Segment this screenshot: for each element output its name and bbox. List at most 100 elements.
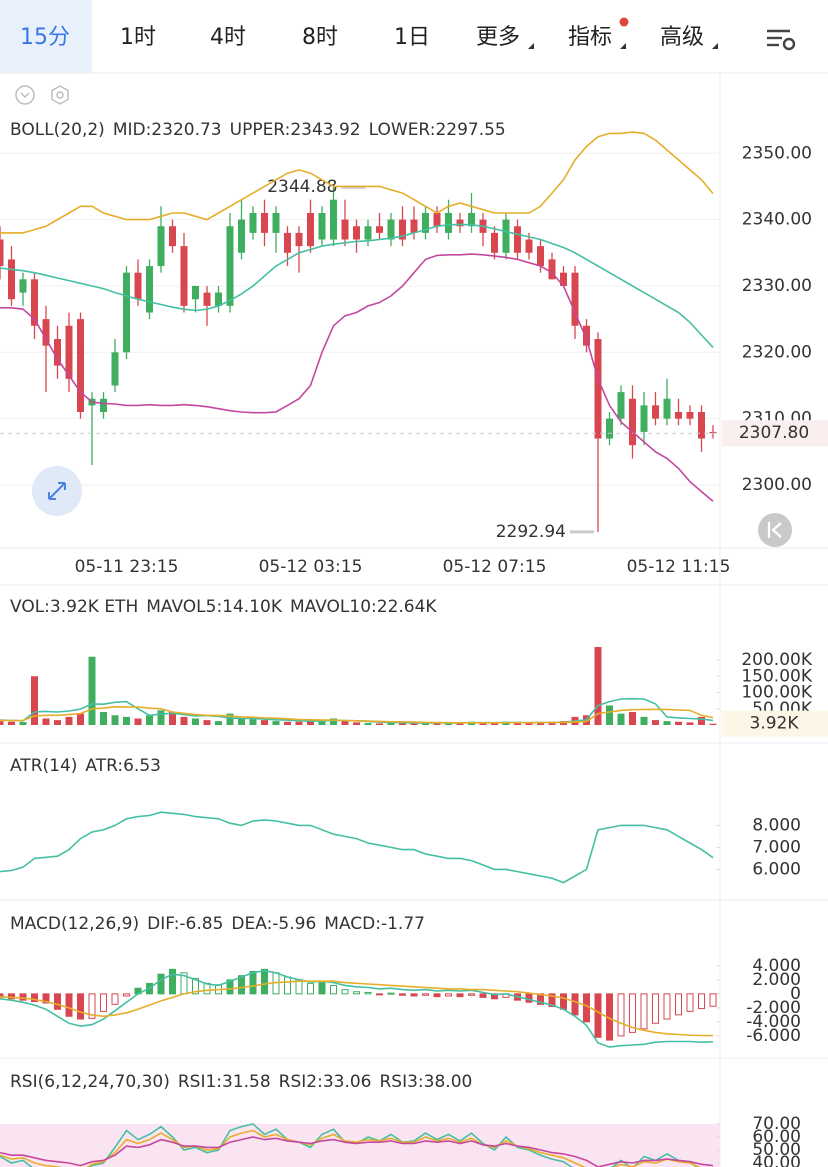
collapse-icon-chevron: [20, 92, 30, 98]
volume-bar: [19, 722, 27, 725]
settings-icon[interactable]: [767, 29, 796, 51]
macd-bar: [226, 979, 234, 995]
volume-bar: [295, 721, 303, 725]
rsi-band: [0, 1124, 720, 1167]
candle-body: [698, 412, 705, 439]
y-tick-label: 60.00: [752, 1127, 801, 1147]
macd-bar: [376, 993, 383, 996]
macd-bar: [77, 993, 84, 1020]
x-tick-label: 05-11 23:15: [75, 557, 179, 577]
y-tick-label: 2330.00: [742, 276, 812, 296]
indicator-line: [0, 980, 714, 1037]
tab[interactable]: 1时: [120, 25, 156, 50]
macd-bar: [111, 993, 119, 1005]
candle-body: [215, 292, 222, 306]
tab[interactable]: 高级: [660, 25, 704, 50]
volume-bar: [157, 710, 165, 725]
macd-bar: [238, 975, 245, 995]
macd-bar: [100, 993, 107, 1012]
legend-text: ATR(14): [10, 756, 77, 776]
macd-bar: [652, 993, 659, 1024]
legend-text: DEA:-5.96: [231, 914, 316, 934]
candle-body: [686, 412, 694, 419]
y-tick-label: 100.00K: [741, 683, 812, 703]
y-tick-label: 2.000: [752, 970, 801, 990]
candle-body: [341, 219, 349, 240]
candle-body: [192, 285, 199, 300]
min-label: 2292.94: [496, 522, 566, 542]
macd-bar: [629, 993, 636, 1033]
volume-bar: [341, 721, 349, 725]
legend-text: ATR:6.53: [85, 756, 161, 776]
candle-body: [491, 232, 498, 253]
candle-body: [594, 339, 602, 439]
tab[interactable]: 4时: [210, 25, 246, 50]
candle-body: [134, 272, 142, 300]
candle-body: [295, 232, 303, 247]
y-tick-label: 2340.00: [742, 210, 812, 230]
volume-bar: [353, 722, 360, 725]
macd-bar: [594, 993, 602, 1038]
macd-bar: [8, 993, 15, 1000]
candle-body: [42, 319, 50, 346]
candle-body: [652, 405, 659, 419]
volume-bar: [445, 722, 452, 725]
volume-bar: [387, 722, 395, 725]
legend-text: MAVOL10:22.64K: [290, 597, 437, 617]
collapse-icon[interactable]: [15, 85, 35, 105]
volume-bar: [146, 715, 153, 725]
candle-body: [387, 219, 395, 240]
tab[interactable]: 指标: [568, 25, 612, 50]
candle-body: [261, 212, 268, 233]
candle-body: [399, 219, 406, 240]
volume-bar: [0, 721, 4, 725]
volume-bar: [42, 718, 50, 725]
macd-bar: [663, 993, 671, 1020]
tab[interactable]: 8时: [302, 25, 338, 50]
volume-bar: [410, 723, 418, 725]
tab[interactable]: 15分: [20, 25, 70, 50]
candle-body: [157, 226, 165, 267]
macd-bar: [698, 993, 705, 1010]
candle-body: [468, 212, 475, 227]
settings-hex-icon[interactable]: [51, 85, 69, 105]
volume-bar: [698, 716, 705, 725]
volume-bar: [399, 722, 406, 725]
volume-bar: [31, 676, 38, 725]
legend-text: RSI1:31.58: [178, 1072, 271, 1092]
candle-body: [169, 226, 176, 247]
candle-body: [284, 232, 291, 253]
y-tick-label: 7.000: [752, 837, 801, 857]
tab[interactable]: 1日: [394, 25, 430, 50]
candle-body: [560, 272, 567, 286]
candle-body: [571, 272, 579, 326]
macd-bar: [686, 993, 694, 1012]
macd-bar: [353, 991, 360, 995]
candle-body: [364, 226, 372, 240]
macd-bar: [479, 993, 487, 998]
macd-bar: [88, 993, 96, 1019]
x-tick-label: 05-12 07:15: [443, 557, 547, 577]
notice-dot: [619, 17, 629, 27]
candle-body: [353, 226, 360, 240]
macd-bar: [445, 993, 452, 997]
scroll-latest-button[interactable]: [758, 513, 792, 547]
volume-bar: [479, 723, 487, 725]
dropdown-arrow: [712, 43, 718, 49]
candle-body: [100, 398, 107, 412]
y-tick-label: -2.000: [746, 998, 801, 1018]
volume-bar: [364, 723, 372, 725]
selected-tab-bg: [0, 0, 92, 73]
y-tick-label: 8.000: [752, 815, 801, 835]
volume-bar: [77, 713, 84, 725]
macd-bar: [364, 991, 372, 995]
tab[interactable]: 更多: [476, 25, 520, 50]
volume-bar: [180, 716, 188, 725]
candle-body: [456, 219, 464, 227]
macd-bar: [19, 993, 27, 1001]
candle-body: [422, 212, 429, 233]
y-tick-label: -6.000: [746, 1026, 801, 1046]
y-tick-label: 40.00: [752, 1153, 801, 1167]
macd-bar: [675, 993, 682, 1016]
current-volume-label: 3.92K: [750, 714, 800, 734]
